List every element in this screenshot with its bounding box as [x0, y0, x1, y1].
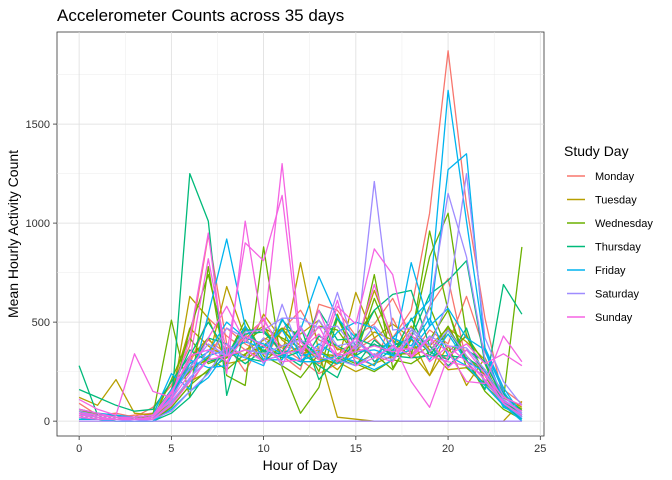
- x-tick-label: 15: [350, 443, 362, 455]
- x-tick-label: 20: [442, 443, 454, 455]
- x-axis-title: Hour of Day: [263, 457, 338, 473]
- legend: Study Day Monday Tuesday Wednesday Thursday…: [564, 143, 653, 324]
- legend-title: Study Day: [564, 143, 629, 159]
- legend-label-saturday: Saturday: [595, 289, 640, 301]
- x-tick-label: 0: [76, 443, 82, 455]
- legend-label-sunday: Sunday: [595, 312, 633, 324]
- legend-label-monday: Monday: [595, 171, 635, 183]
- series-line-sunday: [78, 194, 523, 418]
- series-line-sunday: [78, 163, 523, 416]
- x-tick-label: 5: [168, 443, 174, 455]
- legend-label-tuesday: Tuesday: [595, 195, 637, 207]
- series-line-sunday: [79, 309, 523, 420]
- x-tick-label: 25: [534, 443, 546, 455]
- axes: 0 5 10 15 20 25 0 500 1000 1500: [26, 119, 547, 455]
- legend-label-friday: Friday: [595, 265, 626, 277]
- chart-title: Accelerometer Counts across 35 days: [57, 6, 344, 25]
- legend-label-thursday: Thursday: [595, 242, 641, 254]
- series-line-sunday: [79, 299, 523, 420]
- series-lines: [78, 50, 523, 422]
- y-tick-label: 0: [44, 416, 50, 428]
- y-tick-label: 1000: [26, 218, 50, 230]
- legend-label-wednesday: Wednesday: [595, 218, 653, 230]
- y-tick-label: 1500: [26, 119, 50, 131]
- x-tick-label: 10: [257, 443, 269, 455]
- y-tick-label: 500: [32, 317, 50, 329]
- y-axis-title: Mean Hourly Activity Count: [5, 150, 21, 318]
